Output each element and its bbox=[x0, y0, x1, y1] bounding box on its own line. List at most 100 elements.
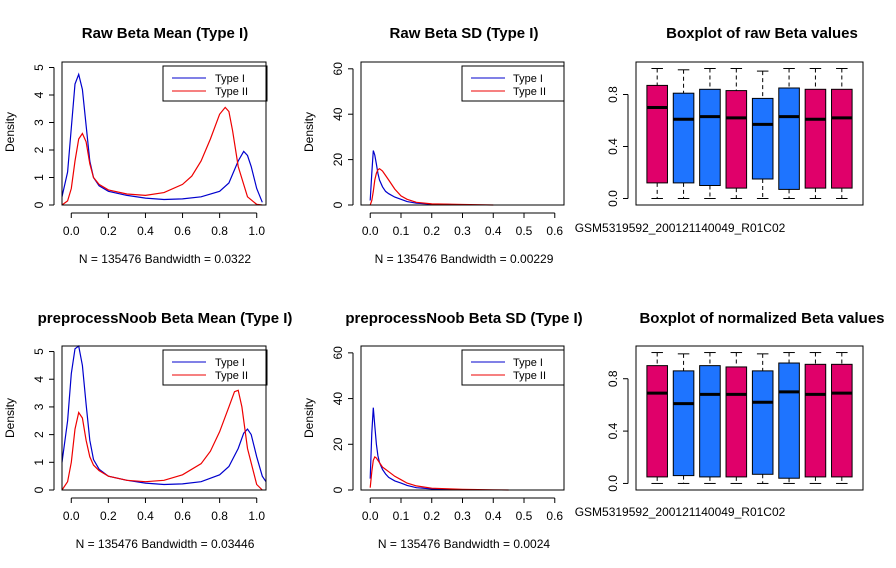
panel-title: Boxplot of raw Beta values bbox=[666, 25, 858, 42]
legend: Type I Type II bbox=[461, 349, 565, 386]
x-tick-label: 0.6 bbox=[174, 509, 191, 523]
box-7 bbox=[804, 68, 827, 199]
box-5 bbox=[751, 70, 774, 199]
x-tick-label: 0.2 bbox=[100, 509, 117, 523]
legend: Type I Type II bbox=[162, 65, 268, 102]
x-tick-label: 0.4 bbox=[137, 224, 154, 238]
y-tick-label: 0 bbox=[32, 486, 46, 493]
panel-2: 0.0 0.1 0.2 0.3 0.4 0.5 0.6 0 20 40 60 bbox=[331, 61, 565, 238]
legend-label-type1: Type I bbox=[513, 357, 543, 369]
y-tick-label: 20 bbox=[331, 153, 345, 167]
x-tick-label: 0.2 bbox=[100, 224, 117, 238]
box-7 bbox=[804, 352, 827, 484]
legend-label-type2: Type II bbox=[513, 370, 546, 382]
plot-frame bbox=[61, 61, 267, 206]
y-tick-label: 5 bbox=[32, 64, 46, 71]
plots-layer: 0.0 0.2 0.4 0.6 0.8 1.0 0 1 2 3 4 5 0.0 0.1 0.2 0.3 0.4 0… bbox=[32, 61, 864, 523]
box-2 bbox=[672, 353, 695, 484]
box-4 bbox=[725, 68, 748, 199]
y-axis-label: Density bbox=[302, 398, 316, 438]
density-line-type2 bbox=[369, 455, 509, 491]
legend-label-type2: Type II bbox=[513, 86, 546, 98]
panel-footer: GSM5319592_200121140049_R01C02 bbox=[575, 221, 786, 235]
x-tick-label: 1.0 bbox=[248, 224, 265, 238]
y-tick-label: 40 bbox=[331, 392, 345, 406]
y-axis-label: Density bbox=[3, 398, 17, 438]
y-tick-label: 20 bbox=[331, 437, 345, 451]
y-tick-label: 0.0 bbox=[606, 190, 620, 207]
y-tick-label: 40 bbox=[331, 107, 345, 121]
legend: Type I Type II bbox=[461, 65, 565, 102]
legend-box bbox=[162, 349, 268, 386]
y-tick-label: 0.8 bbox=[606, 86, 620, 103]
x-tick-label: 0.1 bbox=[393, 224, 410, 238]
y-tick-label: 4 bbox=[32, 91, 46, 98]
x-tick-label: 0.1 bbox=[393, 509, 410, 523]
plot-frame bbox=[360, 345, 565, 491]
x-tick-label: 0.8 bbox=[211, 509, 228, 523]
box-iqr bbox=[778, 362, 800, 479]
y-tick-label: 0.4 bbox=[606, 422, 620, 439]
box-2 bbox=[672, 69, 695, 199]
panel-footer: N = 135476 Bandwidth = 0.03446 bbox=[76, 537, 255, 551]
y-tick-label: 1 bbox=[32, 174, 46, 181]
panel-footer: N = 135476 Bandwidth = 0.00229 bbox=[375, 252, 554, 266]
x-tick-label: 0.0 bbox=[362, 509, 379, 523]
y-tick-label: 0.8 bbox=[606, 370, 620, 387]
x-tick-label: 0.4 bbox=[485, 509, 502, 523]
y-tick-label: 60 bbox=[331, 346, 345, 360]
panel-1: 0.0 0.2 0.4 0.6 0.8 1.0 0 1 2 3 4 5 bbox=[32, 61, 267, 238]
y-tick-label: 0.4 bbox=[606, 138, 620, 155]
y-axis-label: Density bbox=[3, 112, 17, 152]
legend-label-type1: Type I bbox=[215, 357, 245, 369]
y-tick-label: 0 bbox=[331, 201, 345, 208]
plot-frame bbox=[360, 61, 565, 206]
x-tick-label: 0.5 bbox=[516, 224, 533, 238]
plot-frame bbox=[635, 61, 864, 206]
x-tick-label: 0.6 bbox=[174, 224, 191, 238]
x-tick-label: 0.5 bbox=[516, 509, 533, 523]
x-tick-label: 1.0 bbox=[248, 509, 265, 523]
y-tick-label: 2 bbox=[32, 146, 46, 153]
panel-5: 0.0 0.1 0.2 0.3 0.4 0.5 0.6 0 20 40 60 bbox=[331, 345, 565, 523]
y-tick-label: 1 bbox=[32, 459, 46, 466]
y-tick-label: 3 bbox=[32, 119, 46, 126]
box-iqr bbox=[725, 90, 748, 189]
y-tick-label: 0.0 bbox=[606, 475, 620, 492]
x-tick-label: 0.6 bbox=[546, 509, 563, 523]
box-iqr bbox=[751, 370, 774, 475]
box-iqr bbox=[725, 366, 748, 478]
x-tick-label: 0.6 bbox=[546, 224, 563, 238]
y-tick-label: 2 bbox=[32, 431, 46, 438]
box-iqr bbox=[646, 84, 668, 184]
panel-footer: N = 135476 Bandwidth = 0.0322 bbox=[79, 252, 251, 266]
box-6 bbox=[778, 352, 800, 484]
legend-label-type1: Type I bbox=[513, 73, 543, 85]
box-3 bbox=[699, 352, 721, 484]
box-iqr bbox=[672, 92, 695, 184]
box-iqr bbox=[699, 88, 721, 186]
x-tick-label: 0.3 bbox=[454, 224, 471, 238]
density-line-type2 bbox=[61, 106, 263, 206]
x-tick-label: 0.2 bbox=[423, 224, 440, 238]
panel-title: Raw Beta Mean (Type I) bbox=[82, 25, 248, 42]
density-line-type1 bbox=[61, 72, 263, 203]
box-iqr bbox=[699, 365, 721, 478]
box-iqr bbox=[751, 97, 774, 180]
box-6 bbox=[778, 68, 800, 199]
x-tick-label: 0.4 bbox=[485, 224, 502, 238]
density-line-type2 bbox=[61, 389, 263, 491]
panel-title: Raw Beta SD (Type I) bbox=[390, 25, 539, 42]
y-axis-label: Density bbox=[302, 112, 316, 152]
x-tick-label: 0.0 bbox=[63, 509, 80, 523]
legend-label-type2: Type II bbox=[215, 370, 248, 382]
box-3 bbox=[699, 68, 721, 199]
panel-title: Boxplot of normalized Beta values bbox=[639, 310, 884, 327]
density-line-type1 bbox=[369, 407, 460, 491]
panel-footer: GSM5319592_200121140049_R01C02 bbox=[575, 505, 786, 519]
density-line-type2 bbox=[369, 167, 494, 206]
panel-4: 0.0 0.2 0.4 0.6 0.8 1.0 0 1 2 3 4 5 bbox=[32, 344, 267, 523]
legend-box bbox=[461, 349, 565, 386]
y-tick-label: 0 bbox=[331, 486, 345, 493]
